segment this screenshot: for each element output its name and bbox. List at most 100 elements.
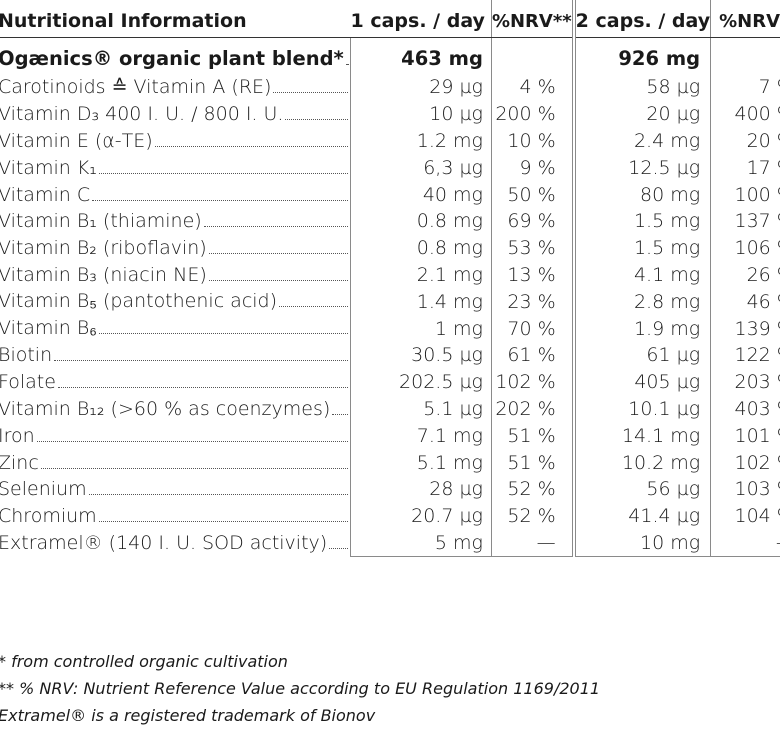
dot-leader — [98, 521, 348, 523]
amount-2-caps: 10.1 µg — [571, 395, 711, 423]
nrv-2-caps: — — [710, 529, 780, 558]
nrv-2-caps: 103 % — [710, 475, 780, 503]
nrv-1-caps: 10 % — [490, 127, 574, 155]
amount-1-caps: 2.1 mg — [350, 261, 492, 289]
amount-2-caps: 1.9 mg — [571, 315, 711, 342]
nutrient-name: Folate — [0, 371, 56, 394]
nutrient-name: Iron — [0, 424, 35, 447]
amount-1-caps: 5.1 mg — [350, 449, 492, 476]
nutrient-name: Vitamin B₁₂ (>60 % as coenzymes) — [0, 397, 331, 420]
table-body: Ogænics® organic plant blend* 463 mg 926 m… — [0, 37, 780, 558]
nrv-1-caps: 4 % — [490, 74, 574, 101]
nutrient-name-cell: Vitamin K₁ — [0, 154, 351, 181]
table-row: Ogænics® organic plant blend* 463 mg 926 m… — [0, 37, 780, 74]
nrv-2-caps: 122 % — [710, 341, 780, 369]
dot-leader — [345, 63, 348, 65]
nutrient-name: Zinc — [0, 451, 39, 474]
nutrient-name-cell: Vitamin B₃ (niacin NE) — [0, 262, 351, 289]
amount-1-caps: 1 mg — [350, 315, 492, 342]
nrv-1-caps: 69 % — [490, 207, 574, 235]
footnotes: * from controlled organic cultivation **… — [0, 648, 600, 729]
dot-leader — [54, 360, 348, 362]
header-dose-2: 2 caps. / day — [571, 0, 711, 38]
nutrient-name-cell: Biotin — [0, 342, 351, 369]
dot-leader — [285, 119, 348, 121]
table-row: Extramel® (140 I. U. SOD activity) 5 mg —1… — [0, 529, 780, 558]
amount-2-caps: 10 mg — [571, 529, 711, 558]
dot-leader — [98, 172, 348, 174]
nrv-2-caps: 101 % — [710, 422, 780, 450]
amount-1-caps: 202.5 µg — [350, 368, 492, 396]
nrv-1-caps: 102 % — [490, 368, 574, 396]
amount-1-caps: 5.1 µg — [350, 395, 492, 423]
nrv-2-caps — [710, 37, 780, 74]
nrv-1-caps: 53 % — [490, 234, 574, 262]
amount-2-caps: 14.1 mg — [571, 422, 711, 450]
amount-2-caps: 20 µg — [571, 100, 711, 128]
header-nrv-1: %NRV** — [490, 0, 574, 38]
dot-leader — [154, 145, 348, 147]
table-row: Carotinoids ≙ Vitamin A (RE) 29 µg 4 % 58 µ… — [0, 74, 780, 101]
table-row: Vitamin B₃ (niacin NE) 2.1 mg 13 % 4.1 mg 26… — [0, 261, 780, 289]
nrv-2-caps: 102 % — [710, 449, 780, 476]
amount-1-caps: 463 mg — [350, 37, 492, 74]
nutrient-name: Biotin — [0, 344, 53, 367]
table-row: Vitamin B₁ (thiamine) 0.8 mg 69 % 1.5 mg 137… — [0, 207, 780, 235]
amount-2-caps: 2.8 mg — [571, 288, 711, 316]
amount-2-caps: 10.2 mg — [571, 449, 711, 476]
nutrient-name: Selenium — [0, 478, 87, 501]
nrv-1-caps: 200 % — [490, 100, 574, 128]
footnote-organic: * from controlled organic cultivation — [0, 652, 288, 671]
table-row: Vitamin D₃ 400 I. U. / 800 I. U. 10 µg 200… — [0, 100, 780, 128]
nrv-1-caps: 50 % — [490, 181, 574, 208]
amount-1-caps: 7.1 mg — [350, 422, 492, 450]
amount-2-caps: 2.4 mg — [571, 127, 711, 155]
nutrient-name-cell: Selenium — [0, 476, 351, 503]
amount-2-caps: 926 mg — [571, 37, 711, 74]
nutrient-name-cell: Iron — [0, 422, 351, 449]
dot-leader — [208, 253, 348, 255]
nutrient-name-cell: Vitamin B₅ (pantothenic acid) — [0, 288, 351, 315]
amount-2-caps: 1.5 mg — [571, 234, 711, 262]
table-header: Nutritional Information 1 caps. / day %N… — [0, 0, 780, 38]
nrv-1-caps — [490, 37, 574, 74]
amount-2-caps: 1.5 mg — [571, 207, 711, 235]
nrv-1-caps: 52 % — [490, 502, 574, 530]
nrv-1-caps: 202 % — [490, 395, 574, 423]
nrv-1-caps: 52 % — [490, 475, 574, 503]
nrv-2-caps: 17 % — [710, 154, 780, 182]
amount-1-caps: 1.2 mg — [350, 127, 492, 155]
nrv-2-caps: 46 % — [710, 288, 780, 316]
nrv-1-caps: 51 % — [490, 449, 574, 476]
nutrient-name: Chromium — [0, 505, 97, 528]
nutrient-name-cell: Chromium — [0, 503, 351, 530]
dot-leader — [279, 306, 348, 308]
nrv-2-caps: 100 % — [710, 181, 780, 208]
nutrient-name-cell: Vitamin E (α-TE) — [0, 128, 351, 155]
nrv-2-caps: 139 % — [710, 315, 780, 342]
nutrient-name: Vitamin B₃ (niacin NE) — [0, 263, 207, 286]
nrv-1-caps: 61 % — [490, 341, 574, 369]
nrv-1-caps: 51 % — [490, 422, 574, 450]
amount-1-caps: 30.5 µg — [350, 341, 492, 369]
table-row: Vitamin B₅ (pantothenic acid) 1.4 mg 23 % 2… — [0, 288, 780, 316]
nrv-1-caps: 13 % — [490, 261, 574, 289]
nrv-2-caps: 403 % — [710, 395, 780, 423]
amount-1-caps: 10 µg — [350, 100, 492, 128]
nrv-2-caps: 26 % — [710, 261, 780, 289]
dot-leader — [92, 199, 348, 201]
header-dose-1: 1 caps. / day — [350, 0, 492, 38]
nutrient-name: Vitamin B₅ (pantothenic acid) — [0, 290, 278, 313]
amount-2-caps: 12.5 µg — [571, 154, 711, 182]
dot-leader — [208, 279, 348, 281]
nrv-1-caps: 23 % — [490, 288, 574, 316]
nrv-1-caps: 9 % — [490, 154, 574, 182]
nutrient-name: Vitamin B₁ (thiamine) — [0, 210, 202, 233]
